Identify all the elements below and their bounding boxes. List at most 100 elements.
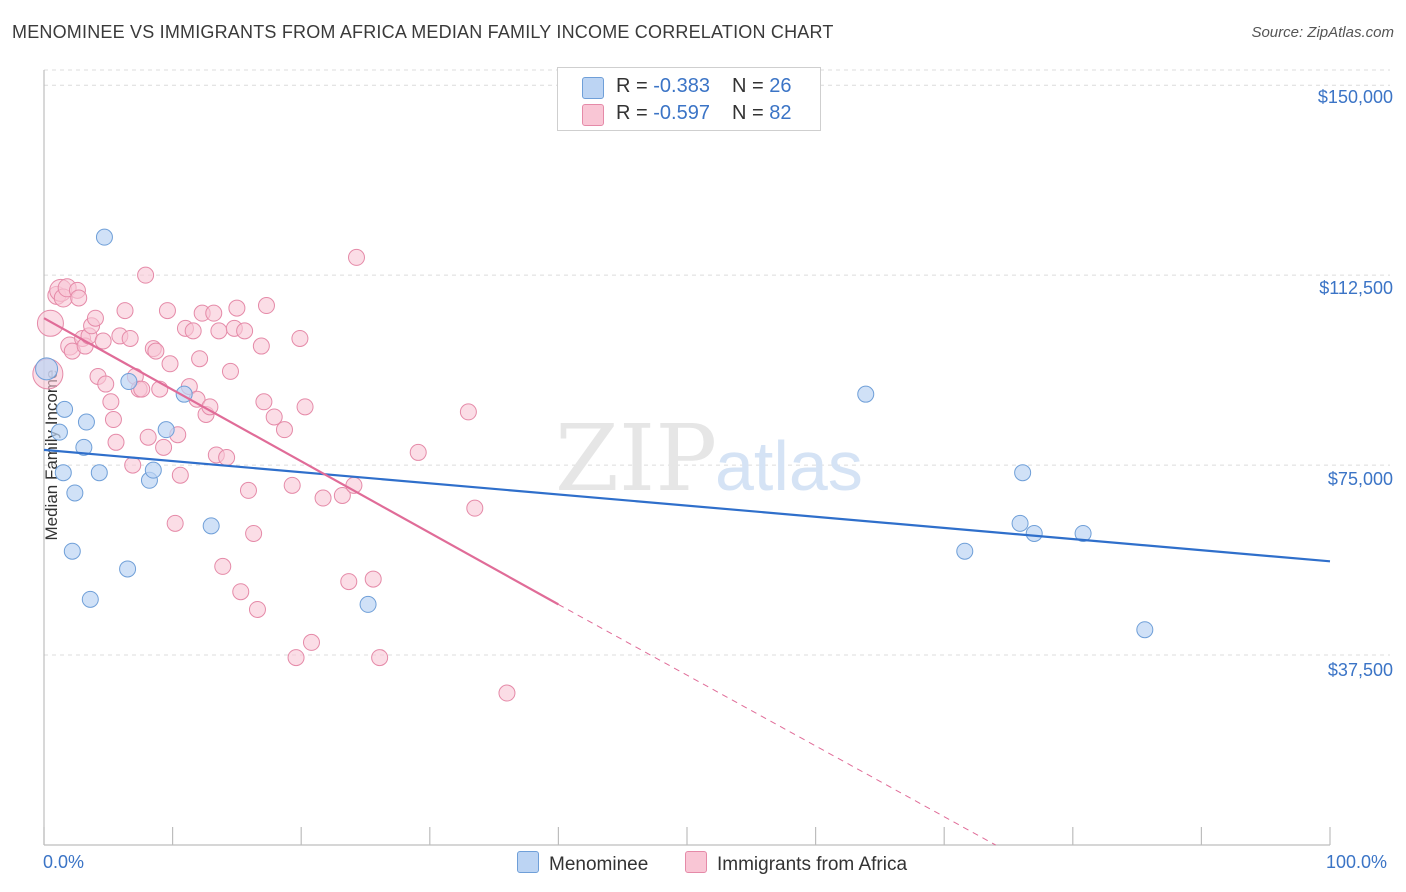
data-point-menominee <box>50 423 68 441</box>
data-point-immigrants <box>171 466 189 484</box>
data-point-immigrants <box>245 524 263 542</box>
data-point-immigrants <box>248 600 266 618</box>
data-point-immigrants <box>498 684 516 702</box>
data-point-immigrants <box>255 393 273 411</box>
data-point-immigrants <box>287 649 305 667</box>
data-point-immigrants <box>239 481 257 499</box>
data-point-immigrants <box>218 449 236 466</box>
axes <box>43 70 1331 846</box>
data-point-immigrants <box>191 350 209 368</box>
legend-n-value: 26 <box>769 75 792 97</box>
data-point-menominee <box>1014 464 1032 482</box>
data-point-menominee <box>75 438 93 456</box>
y-tick-label-75000: $75,000 <box>1327 469 1393 489</box>
data-point-immigrants <box>257 297 275 315</box>
data-point-immigrants <box>214 557 232 575</box>
data-point-immigrants <box>124 456 142 474</box>
legend-n-label: N = <box>732 102 764 124</box>
data-point-immigrants <box>210 322 228 340</box>
data-point-immigrants <box>314 489 332 507</box>
data-point-immigrants <box>133 380 151 398</box>
data-point-immigrants <box>205 304 223 322</box>
data-point-immigrants <box>104 411 122 429</box>
data-point-immigrants <box>364 570 382 588</box>
trend-line-immigrants-extension <box>558 603 996 846</box>
legend-swatch-immigrants <box>685 851 707 873</box>
data-point-immigrants <box>158 302 176 320</box>
legend-label-immigrants: Immigrants from Africa <box>717 854 908 875</box>
data-point-menominee <box>77 413 95 431</box>
series-legend-menominee: Menominee <box>517 851 648 876</box>
data-point-immigrants <box>232 583 250 601</box>
data-point-immigrants <box>333 486 351 504</box>
data-point-menominee <box>144 461 162 479</box>
data-point-menominee <box>81 590 99 608</box>
x-tick-label-right: 100.0% <box>1326 852 1388 872</box>
data-point-immigrants <box>137 266 155 284</box>
data-point-immigrants <box>86 309 104 327</box>
data-point-menominee <box>157 421 175 439</box>
data-point-immigrants <box>466 499 484 517</box>
gridlines <box>44 69 1390 656</box>
data-point-immigrants <box>283 476 301 494</box>
data-point-immigrants <box>107 433 125 451</box>
legend-r-value: -0.597 <box>653 102 710 124</box>
data-point-immigrants <box>139 428 157 446</box>
data-point-immigrants <box>94 332 112 350</box>
data-point-immigrants <box>36 309 64 337</box>
data-point-menominee <box>120 373 138 391</box>
data-point-menominee <box>119 560 137 578</box>
trend-line-menominee <box>43 448 1331 563</box>
data-point-immigrants <box>409 443 427 461</box>
legend-label-menominee: Menominee <box>549 854 649 875</box>
data-point-immigrants <box>116 302 134 320</box>
series-menominee-points <box>35 228 1154 639</box>
data-point-immigrants <box>228 299 246 317</box>
data-point-immigrants <box>70 289 88 307</box>
data-point-immigrants <box>121 329 139 347</box>
legend-r-label: R = <box>616 75 648 97</box>
data-point-menominee <box>66 484 84 502</box>
chart-title: MENOMINEE VS IMMIGRANTS FROM AFRICA MEDI… <box>12 22 834 42</box>
data-point-menominee <box>1136 621 1154 639</box>
data-point-menominee <box>202 517 220 535</box>
y-tick-label-112500: $112,500 <box>1319 278 1393 298</box>
source-note: Source: ZipAtlas.com <box>1251 24 1394 41</box>
data-point-menominee <box>1011 514 1029 532</box>
data-point-menominee <box>857 385 875 403</box>
data-point-immigrants <box>340 573 358 591</box>
data-point-menominee <box>95 228 113 246</box>
data-point-immigrants <box>275 421 293 439</box>
legend-n-label: N = <box>732 75 764 97</box>
data-point-immigrants <box>371 649 389 667</box>
legend-swatch-immigrants <box>582 104 604 126</box>
data-point-menominee <box>1025 524 1043 542</box>
data-point-immigrants <box>265 408 283 426</box>
y-tick-label-37500: $37,500 <box>1327 660 1393 680</box>
data-point-immigrants <box>347 248 365 266</box>
data-point-menominee <box>54 464 72 482</box>
legend-swatch-menominee <box>517 851 539 873</box>
watermark-atlas: atlas <box>715 427 863 505</box>
legend-swatch-menominee <box>582 77 604 99</box>
data-point-menominee <box>56 400 74 418</box>
data-point-immigrants <box>184 322 202 340</box>
data-point-immigrants <box>166 514 184 532</box>
data-point-menominee <box>359 595 377 613</box>
data-point-immigrants <box>102 393 120 411</box>
data-point-immigrants <box>252 337 270 355</box>
y-tick-label-150000: $150,000 <box>1317 87 1393 107</box>
x-tick-label-left: 0.0% <box>43 852 85 872</box>
legend-r-value: -0.383 <box>653 75 710 97</box>
legend-r-label: R = <box>616 102 648 124</box>
data-point-menominee <box>35 357 59 381</box>
data-point-immigrants <box>155 438 173 456</box>
data-point-immigrants <box>459 403 477 421</box>
data-point-immigrants <box>97 375 115 393</box>
trend-lines <box>43 317 1331 846</box>
correlation-legend: R = -0.383 N = 26 R = -0.597 N = 82 <box>557 67 821 131</box>
legend-n-value: 82 <box>769 102 792 124</box>
data-point-immigrants <box>147 342 165 360</box>
series-legend-immigrants: Immigrants from Africa <box>685 851 907 876</box>
